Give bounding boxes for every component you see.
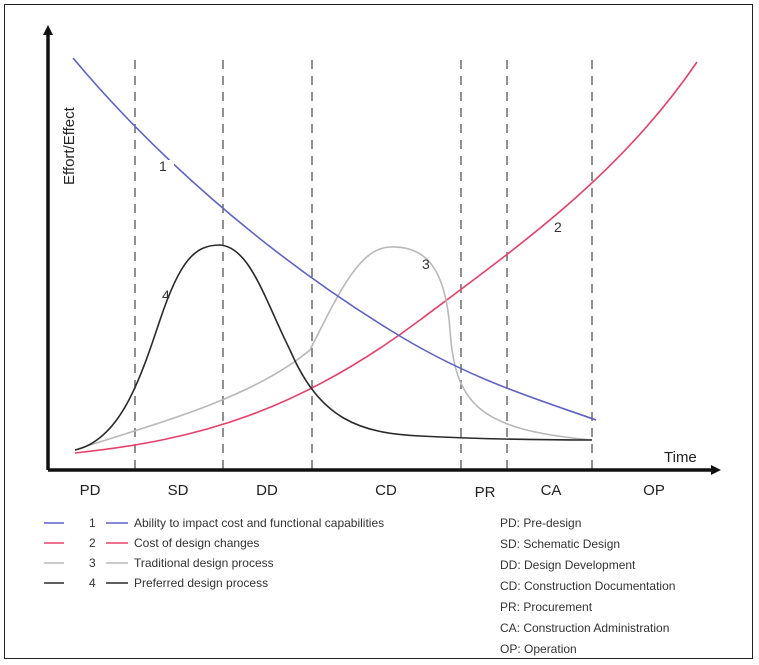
- curve-1-label-gap: [152, 160, 174, 174]
- legend-item-2: 2 Cost of design changes: [44, 536, 259, 550]
- legend-label-4: Preferred design process: [134, 576, 268, 590]
- curve-2-cost-of-design-changes: [74, 61, 698, 454]
- abbr-cd: CD: Construction Documentation: [500, 579, 675, 593]
- legend-item-1: 1 Ability to impact cost and functional …: [44, 516, 384, 530]
- curve-4-preferred-design-process: [74, 244, 593, 451]
- legend-number-2: 2: [89, 536, 96, 550]
- phase-labels: PD SD DD CD PR CA OP: [80, 482, 665, 501]
- phase-dividers: [134, 60, 593, 470]
- abbreviation-key: PD: Pre-design SD: Schematic Design DD: …: [500, 516, 675, 656]
- legend-number-1: 1: [89, 516, 96, 530]
- curve-2-label: 2: [554, 219, 562, 235]
- abbr-op: OP: Operation: [500, 642, 577, 656]
- phase-label-dd: DD: [256, 482, 278, 499]
- legend-number-3: 3: [89, 556, 96, 570]
- x-axis-label: Time: [664, 449, 697, 466]
- legend: 1 Ability to impact cost and functional …: [44, 516, 384, 590]
- phase-label-op: OP: [643, 482, 665, 499]
- legend-number-4: 4: [89, 576, 96, 590]
- legend-item-3: 3 Traditional design process: [44, 556, 274, 570]
- phase-label-ca: CA: [541, 482, 562, 499]
- y-axis-label: Effort/Effect: [61, 106, 78, 185]
- phase-label-sd: SD: [168, 482, 189, 499]
- phase-label-cd: CD: [375, 482, 397, 499]
- curve-3-traditional-design-process: [74, 246, 593, 451]
- curve-3-label: 3: [422, 256, 430, 272]
- legend-item-4: 4 Preferred design process: [44, 576, 268, 590]
- legend-label-3: Traditional design process: [134, 556, 274, 570]
- curve-1-ability-to-impact-cost: [72, 57, 597, 421]
- abbr-sd: SD: Schematic Design: [500, 537, 620, 551]
- curve-4-label: 4: [162, 287, 170, 303]
- abbr-pd: PD: Pre-design: [500, 516, 581, 530]
- abbr-ca: CA: Construction Administration: [500, 621, 669, 635]
- diagram-frame: [4, 4, 753, 659]
- abbr-dd: DD: Design Development: [500, 558, 636, 572]
- curve-1-label: 1: [159, 158, 167, 174]
- phase-label-pr: PR: [475, 484, 496, 501]
- phase-label-pd: PD: [80, 482, 101, 499]
- legend-label-1: Ability to impact cost and functional ca…: [134, 516, 384, 530]
- legend-label-2: Cost of design changes: [134, 536, 259, 550]
- abbr-pr: PR: Procurement: [500, 600, 593, 614]
